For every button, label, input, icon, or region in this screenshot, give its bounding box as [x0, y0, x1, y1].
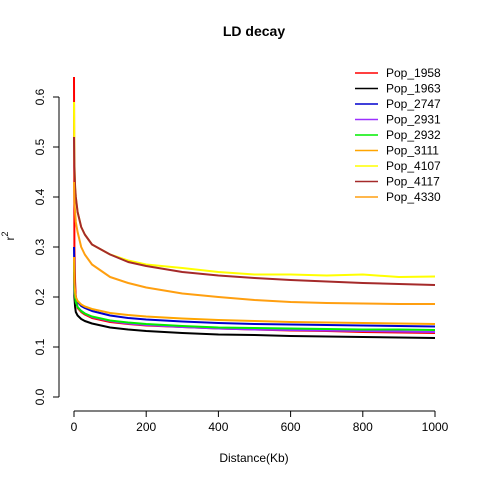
series-line-pop-4117	[73, 136, 436, 286]
y-axis-label-base: r	[3, 237, 17, 241]
axes: 0 200 400 600 800 1000 0.0 0.1 0.2 0.3 0.4 0.5 0.6	[33, 88, 449, 434]
chart-title: LD decay	[223, 23, 285, 39]
legend-label: Pop_2932	[386, 128, 441, 142]
y-tick-label: 0.5	[33, 138, 47, 155]
x-tick-label: 400	[208, 420, 228, 434]
x-tick-label: 200	[136, 420, 156, 434]
x-tick-label: 600	[281, 420, 301, 434]
y-axis-label-superscript: 2	[0, 231, 10, 236]
x-tick-label: 800	[353, 420, 373, 434]
x-axis-label: Distance(Kb)	[219, 451, 288, 465]
y-tick-label: 0.0	[33, 388, 47, 405]
legend-label: Pop_4117	[386, 175, 440, 189]
legend-label: Pop_4107	[386, 159, 441, 173]
y-tick-label: 0.1	[33, 338, 47, 355]
series-line-pop-1963	[73, 271, 436, 339]
series-line-pop-4330	[73, 181, 435, 305]
series-lines	[73, 76, 436, 339]
y-tick-label: 0.4	[33, 188, 47, 205]
legend-label: Pop_2931	[386, 113, 441, 127]
series-line-pop-3111	[73, 256, 436, 325]
legend-label: Pop_4330	[386, 190, 441, 204]
series-line-pop-2932	[73, 261, 436, 331]
legend-label: Pop_2747	[386, 97, 441, 111]
legend-label: Pop_1958	[386, 66, 441, 80]
y-tick-label: 0.2	[33, 288, 47, 305]
y-tick-label: 0.6	[33, 88, 47, 105]
x-tick-label: 0	[71, 420, 78, 434]
y-tick-label: 0.3	[33, 238, 47, 255]
y-axis-label: r2	[0, 231, 17, 240]
legend-label: Pop_3111	[386, 144, 439, 158]
legend-label: Pop_1963	[386, 82, 441, 96]
x-tick-label: 1000	[422, 420, 449, 434]
